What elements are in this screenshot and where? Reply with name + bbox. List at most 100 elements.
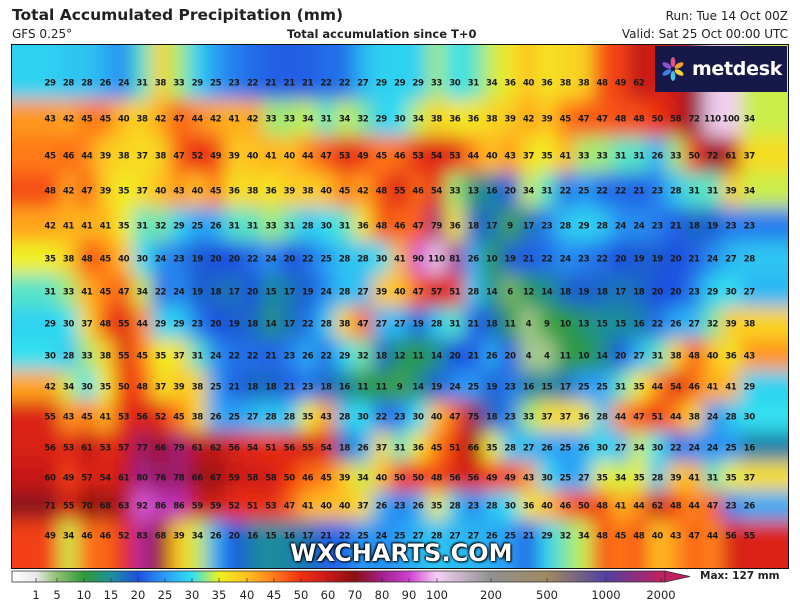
precip-cell [298,274,318,308]
grid-value: 67 [210,474,222,484]
grid-value: 23 [541,222,553,232]
precip-cell [666,431,686,463]
grid-value: 42 [357,187,369,197]
precip-cell [556,100,575,137]
grid-value: 40 [486,152,498,162]
grid-value: 49 [63,474,75,484]
grid-value: 53 [449,152,461,162]
precip-cell [280,339,299,371]
precip-cell [372,241,391,275]
precip-cell [169,100,189,137]
precip-cell [445,401,465,432]
grid-value: 21 [320,532,332,542]
grid-value: 30 [320,222,332,232]
grid-value: 17 [284,288,296,298]
grid-value: 41 [688,474,700,484]
grid-value: 92 [136,502,148,512]
grid-value: 27 [688,320,700,330]
grid-value: 61 [118,474,130,484]
grid-value: 36 [228,187,240,197]
precip-cell [261,370,281,402]
grid-value: 27 [357,288,369,298]
grid-value: 23 [468,502,480,512]
precip-cell [537,491,557,521]
grid-value: 24 [118,79,130,89]
grid-value: 17 [486,222,498,232]
grid-value: 18 [560,288,572,298]
precip-cell [648,172,667,208]
precip-cell [464,274,483,308]
precip-cell [684,241,704,275]
precip-cell [684,491,704,521]
precip-cell [224,431,244,463]
grid-value: 32 [155,222,167,232]
precip-cell [335,339,355,371]
grid-value: 54 [320,444,332,454]
precip-cell [224,207,244,242]
precip-cell [243,136,263,173]
grid-value: 40 [118,255,130,265]
grid-value: 29 [44,79,56,89]
precip-cell [684,136,704,173]
precip-cell [316,274,336,308]
precip-cell [684,100,704,137]
precip-cell [703,401,723,432]
precip-cell [12,307,60,340]
precip-cell [298,136,318,173]
logo-text: metdesk [691,58,783,80]
grid-value: 18 [265,383,277,393]
precip-cell [592,339,612,371]
precip-cell [427,339,447,371]
grid-value: 41 [707,383,719,393]
grid-value: 24 [707,413,719,423]
grid-value: 61 [192,444,204,454]
precip-cell [574,136,594,173]
precip-cell [519,241,539,275]
precip-cell [243,207,263,242]
precip-cell [298,491,318,521]
precip-cell [280,491,299,521]
grid-value: 43 [523,474,535,484]
precip-cell [169,370,189,402]
grid-value: 29 [173,320,185,330]
precip-cell [703,274,723,308]
precip-cell [445,207,465,242]
grid-value: 25 [560,474,572,484]
grid-value: 52 [192,152,204,162]
grid-value: 58 [265,474,277,484]
precip-cell [740,339,788,371]
precip-cell [703,172,723,208]
precip-cell [611,520,631,568]
precip-cell [740,370,788,402]
precip-cell [519,431,539,463]
grid-value: 27 [412,532,424,542]
grid-value: 4 [544,352,550,362]
grid-value: 23 [688,288,700,298]
legend-label: 1000 [591,588,620,602]
precip-field [12,45,788,568]
grid-value: 36 [449,115,461,125]
grid-value: 40 [155,187,167,197]
grid-value: 43 [44,115,56,125]
precip-cell [224,241,244,275]
grid-value: 47 [284,502,296,512]
precip-cell [12,172,60,208]
grid-value: 21 [523,532,535,542]
precip-cell [666,520,686,568]
grid-value: 17 [615,288,627,298]
precip-cell [224,339,244,371]
grid-value: 49 [357,152,369,162]
grid-value: 18 [247,383,259,393]
precip-cell [169,491,189,521]
grid-value: 20 [670,255,682,265]
precip-cell [132,241,152,275]
precip-cell [224,100,244,137]
grid-value: 71 [44,502,56,512]
precip-cell [12,339,60,371]
precip-cell [592,401,612,432]
precip-cell [629,339,649,371]
precip-cell [390,100,410,137]
grid-value: 13 [578,320,590,330]
precip-cell [556,136,575,173]
grid-value: 41 [81,288,93,298]
